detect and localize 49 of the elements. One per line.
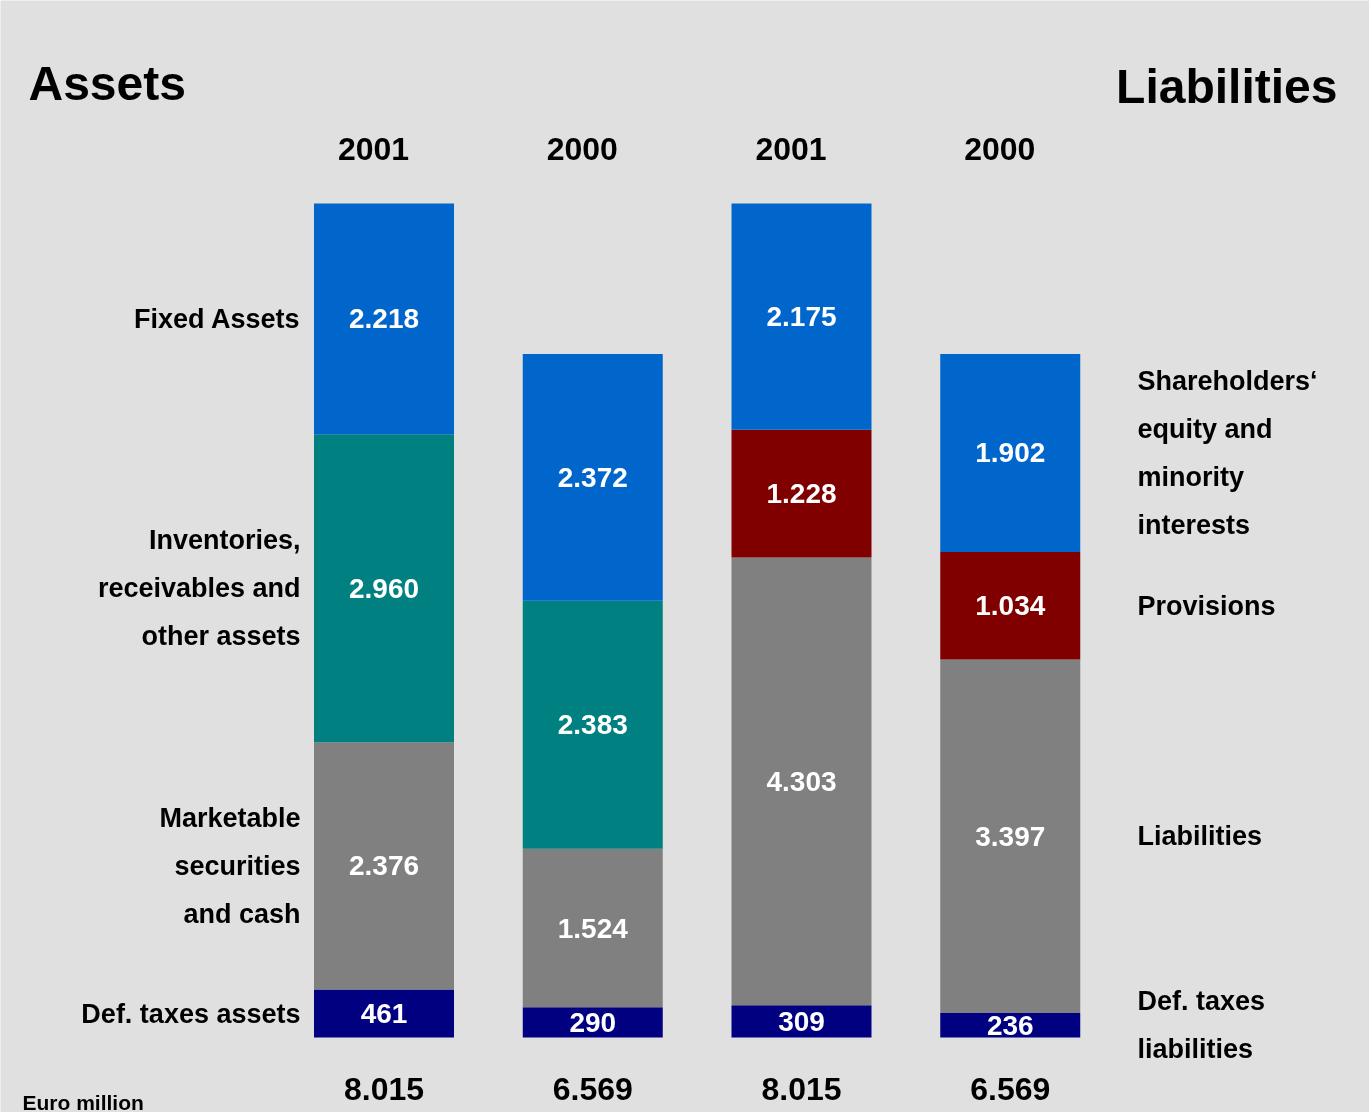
text: Liabilities (1137, 821, 1263, 852)
bar (940, 659, 1081, 1013)
series-label: Marketable securities and cash (159, 802, 301, 929)
bar (522, 848, 663, 1008)
bar (314, 203, 454, 435)
data-label: 309 (778, 1005, 825, 1037)
bar (940, 353, 1081, 552)
text: Shareholders‘ equity and minority interests (1137, 365, 1318, 540)
bar (731, 203, 872, 430)
data-label: 236 (986, 1009, 1034, 1041)
data-label: 2.175 (766, 301, 837, 333)
data-label: 461 (360, 998, 408, 1030)
x-tick-label: 2001 (337, 130, 410, 167)
data-label: 3.397 (975, 820, 1046, 852)
series-label: Inventories, receivables and other assets (97, 525, 301, 652)
text: Def. taxes liabilities (1137, 986, 1266, 1065)
bar (314, 989, 454, 1038)
bar (731, 1005, 872, 1038)
x-tick-label: 2000 (964, 130, 1036, 167)
data-label: 2.960 (348, 572, 420, 604)
text: Euro million (22, 1091, 144, 1112)
data-label: 2.383 (557, 709, 628, 741)
series-label: Def. taxes assets (81, 998, 301, 1029)
x-tick-label: 2001 (755, 130, 827, 167)
data-label: 1.228 (766, 478, 837, 510)
data-label: 290 (569, 1006, 617, 1038)
data-label: 4.303 (766, 765, 837, 797)
bar (731, 557, 872, 1006)
total-label: 6.569 (970, 1070, 1051, 1107)
total-label: 8.015 (761, 1070, 842, 1107)
data-label: 2.218 (348, 303, 420, 335)
data-label: 1.902 (975, 437, 1046, 469)
bar (731, 429, 872, 558)
bar (314, 742, 454, 990)
total-label: 8.015 (343, 1070, 425, 1107)
text: Liabilities (1116, 60, 1338, 113)
series-label: Fixed Assets (133, 303, 300, 334)
x-tick-label: 2000 (546, 130, 618, 167)
data-label: 2.372 (557, 461, 628, 493)
bar (314, 434, 454, 743)
chart-title: Assets (28, 57, 186, 110)
data-label: 1.524 (557, 912, 629, 944)
data-label: 2.376 (348, 850, 420, 882)
bar (940, 551, 1081, 660)
bar (522, 600, 663, 849)
bar (522, 353, 663, 601)
text: Provisions (1137, 590, 1276, 621)
data-label: 1.034 (975, 590, 1046, 622)
total-label: 6.569 (552, 1070, 633, 1107)
